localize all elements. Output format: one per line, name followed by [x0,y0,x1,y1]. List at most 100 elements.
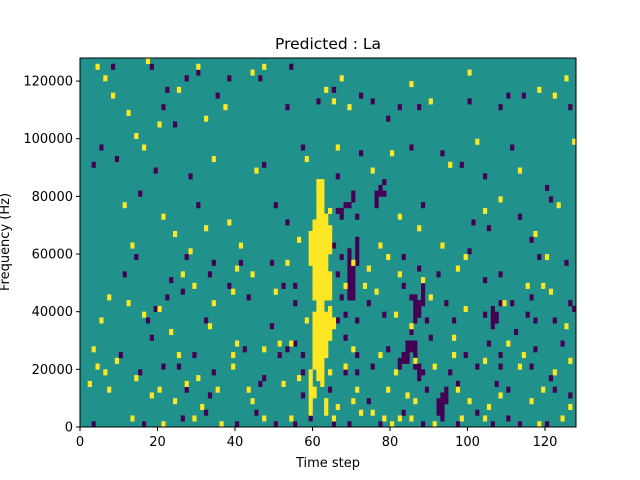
heatmap-cell-high [483,357,488,364]
heatmap-cell-high [324,86,329,93]
heatmap-cell-high [316,202,321,209]
heatmap-cell-high [316,375,321,382]
heatmap-cell-high [324,277,329,284]
heatmap-cell-high [328,277,333,284]
heatmap-cell-high [343,282,348,289]
heatmap-cell-low [138,369,143,376]
heatmap-cell-low [91,161,96,168]
heatmap-cell-high [324,334,329,341]
heatmap-cell-high [335,403,340,411]
heatmap-cell-high [312,328,317,336]
heatmap-cell-high [320,277,325,284]
heatmap-cell-low [99,144,104,151]
heatmap-cell-high [107,386,112,393]
heatmap-cell-high [312,254,317,261]
heatmap-cell-high [324,352,329,359]
heatmap-cell-low [289,63,294,70]
heatmap-cell-high [312,248,317,255]
heatmap-cell-high [320,184,325,191]
heatmap-cell-low [351,277,356,284]
heatmap-cell-low [118,352,123,359]
heatmap-cells [87,58,577,428]
heatmap-cell-high [320,328,325,336]
heatmap-cell-low [417,311,422,318]
heatmap-cell-low [405,352,410,359]
heatmap-cell-low [413,340,418,347]
heatmap-cell-high [463,254,468,261]
heatmap-cell-high [351,259,356,266]
heatmap-cell-low [417,369,422,376]
heatmap-cell-high [324,236,329,243]
heatmap-cell-high [378,242,383,249]
heatmap-cell-high [316,294,321,301]
heatmap-cell-high [316,265,321,272]
heatmap-cell-high [552,369,557,376]
heatmap-cell-high [142,311,147,318]
heatmap-cell-high [409,81,414,88]
heatmap-cell-high [289,415,294,422]
heatmap-cell-high [428,294,433,301]
heatmap-cell-high [320,363,325,370]
heatmap-cell-low [184,386,189,393]
heatmap-cell-high [312,271,317,278]
heatmap-cell-high [541,282,546,289]
heatmap-cell-high [126,109,131,116]
heatmap-cell-low [339,207,344,214]
heatmap-cell-low [355,317,360,324]
heatmap-cell-low [529,363,534,370]
heatmap-cell-low [180,415,185,422]
heatmap-cell-high [328,282,333,289]
heatmap-cell-high [320,242,325,249]
heatmap-cell-low [486,225,492,232]
heatmap-cell-low [506,386,511,393]
heatmap-cell-high [320,236,325,243]
heatmap-cell-high [130,415,135,422]
heatmap-cell-low [498,271,503,278]
heatmap-cell-low [343,369,348,376]
heatmap-cell-high [130,242,135,249]
heatmap-cell-low [293,282,298,289]
heatmap-cell-high [455,265,461,272]
heatmap-cell-high [405,392,410,399]
heatmap-cell-high [231,288,236,295]
heatmap-cell-low [374,202,379,209]
heatmap-cell-low [331,421,337,428]
heatmap-cell-low [436,409,441,416]
heatmap-cell-high [455,386,461,393]
heatmap-cell-high [452,352,457,359]
heatmap-cell-low [401,254,406,261]
heatmap-cell-low [444,386,449,393]
heatmap-cell-high [421,277,426,284]
heatmap-cell-high [308,248,313,255]
heatmap-cell-low [355,369,360,376]
heatmap-cell-high [312,242,317,249]
heatmap-cell-high [331,317,337,324]
heatmap-cell-low [452,317,457,324]
heatmap-cell-high [328,294,333,301]
heatmap-cell-high [149,392,154,399]
heatmap-cell-high [316,363,321,370]
heatmap-cell-high [320,213,325,220]
heatmap-cell-high [107,294,112,301]
heatmap-cell-low [421,288,426,295]
heatmap-cell-low [285,346,290,353]
heatmap-cell-low [351,288,356,295]
heatmap-cell-high [211,300,216,307]
heatmap-cell-low [355,236,360,243]
heatmap-cell-low [339,294,344,301]
heatmap-cell-low [552,386,557,393]
heatmap-cell-high [316,248,321,255]
heatmap-cell-high [320,271,325,278]
heatmap-cell-high [316,190,321,197]
heatmap-cell-high [204,225,209,232]
heatmap-cell-high [316,340,321,347]
chart-title: Predicted : La [275,35,381,53]
heatmap-cell-low [122,271,127,278]
y-axis-ticks: 0 20000 40000 60000 80000 100000 120000 [23,75,80,436]
heatmap-cell-high [320,219,325,226]
heatmap-cell-high [440,242,445,249]
heatmap-cell-high [320,369,325,376]
heatmap-cell-low [300,392,306,399]
heatmap-cell-high [537,86,542,93]
